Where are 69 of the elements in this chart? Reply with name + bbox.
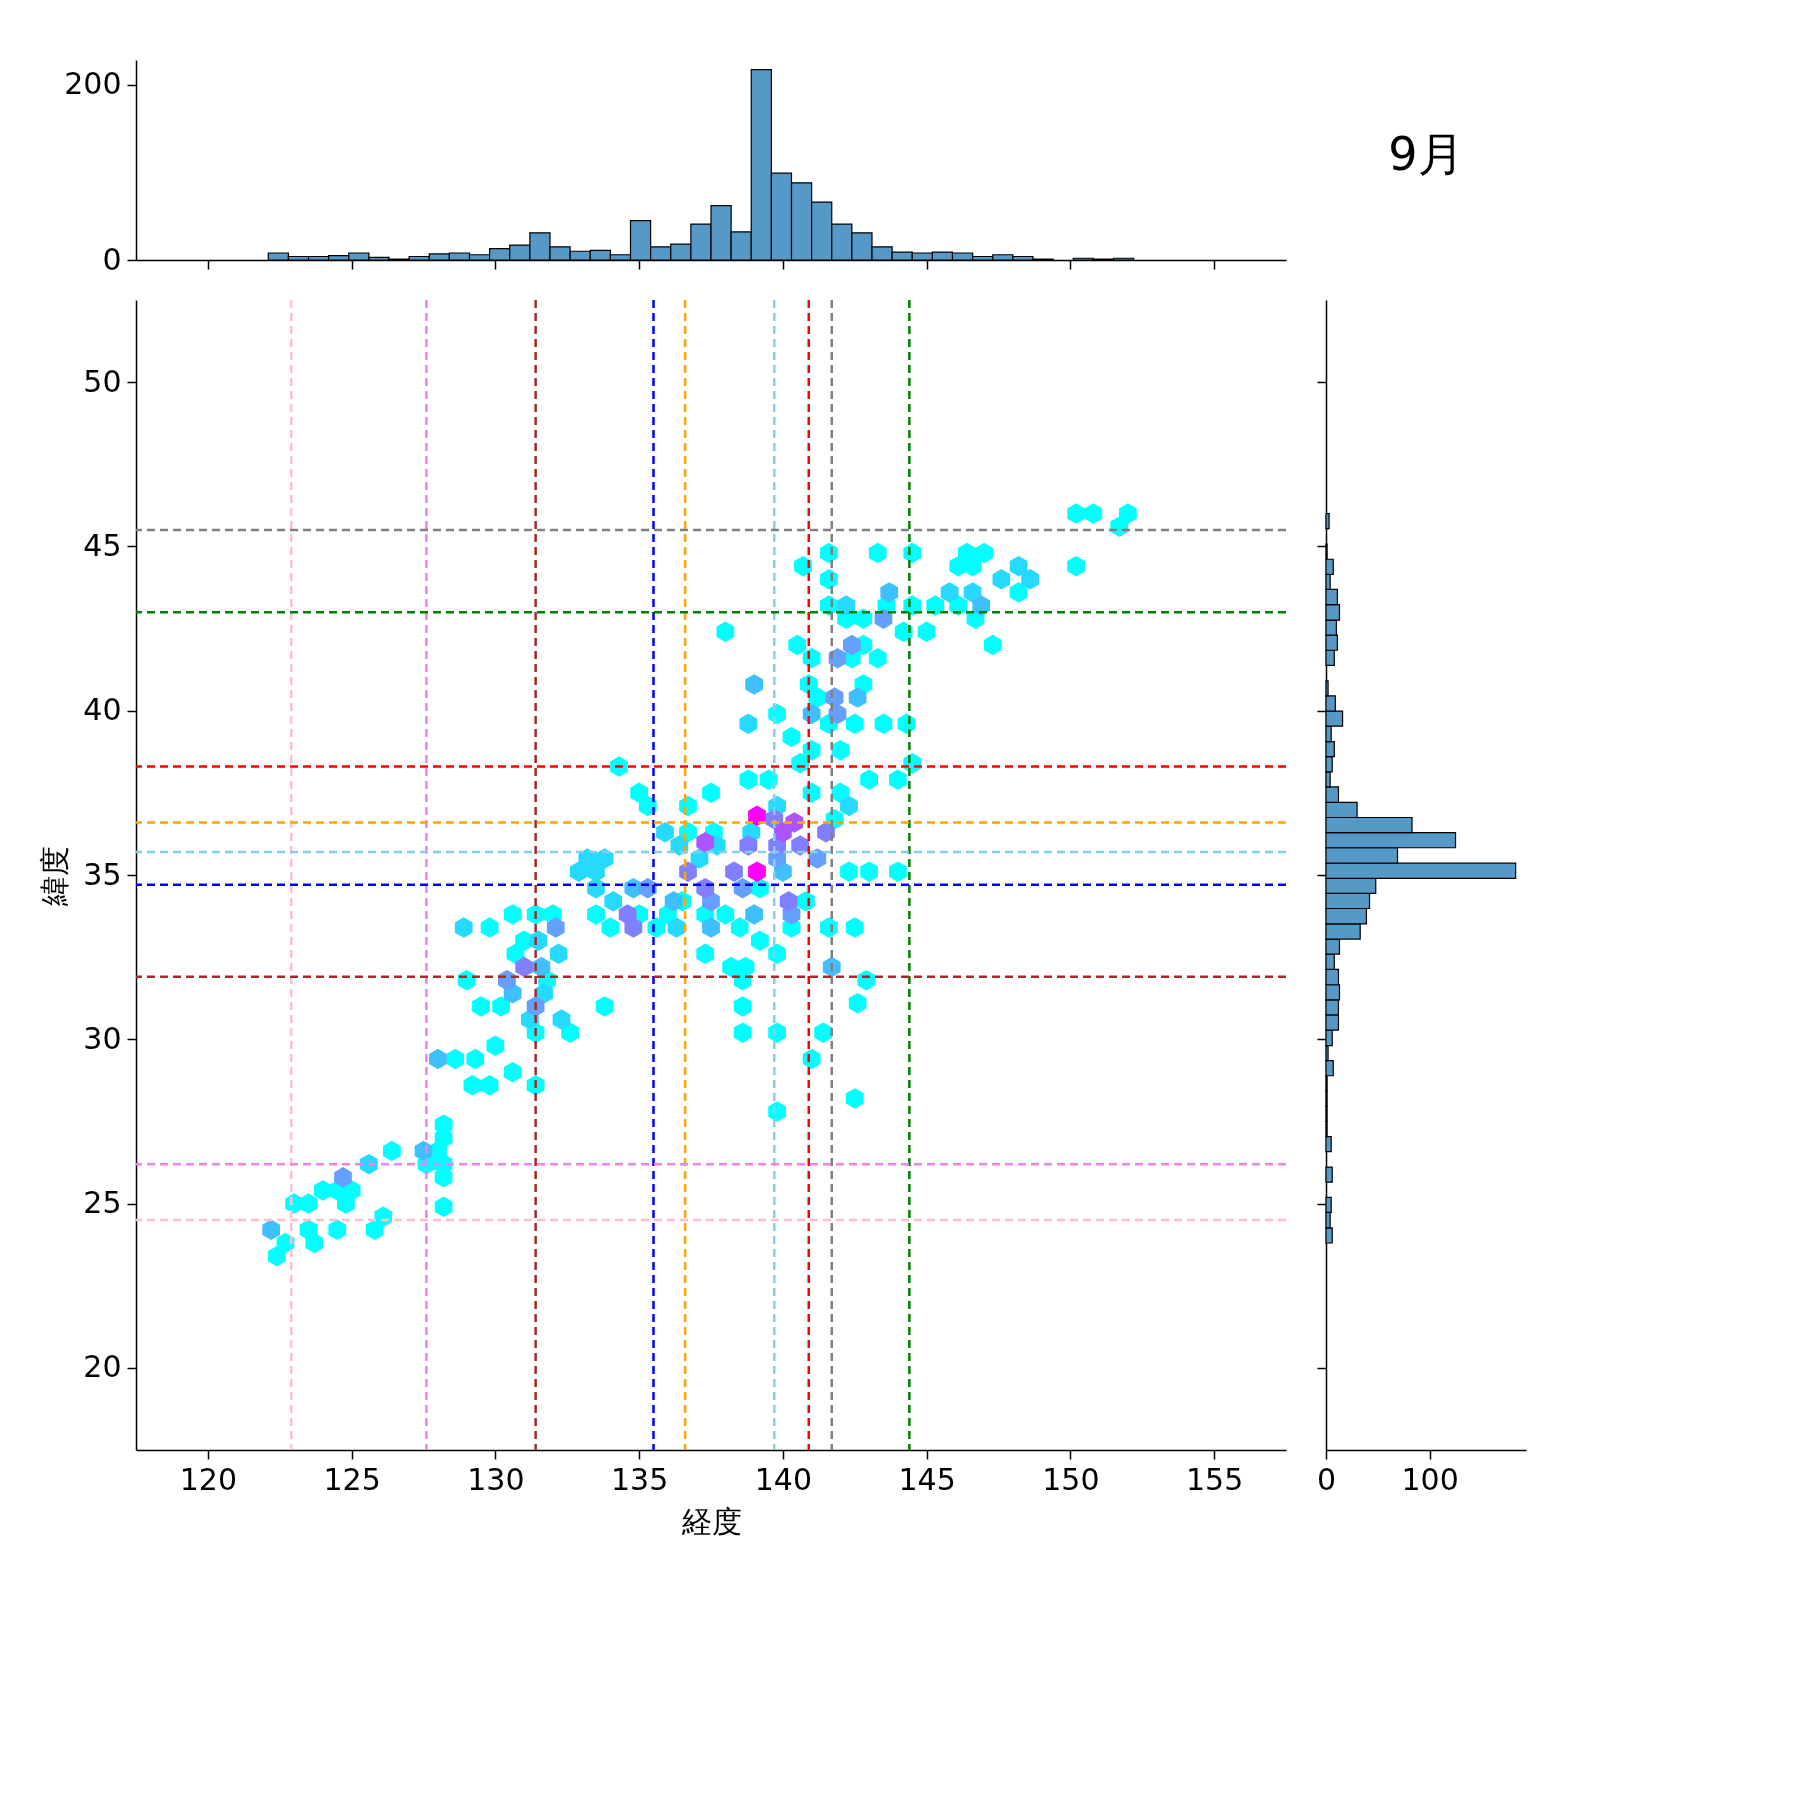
point: [848, 687, 867, 708]
point: [552, 1009, 571, 1030]
point: [546, 917, 565, 938]
point: [843, 634, 861, 656]
point: [837, 595, 855, 616]
point: [972, 595, 991, 616]
point: [360, 1153, 378, 1175]
point: [587, 877, 605, 899]
x-tick-label: 100: [1401, 1461, 1459, 1497]
point: [745, 904, 763, 925]
point: [940, 582, 959, 603]
y-tick-label: 40: [83, 692, 122, 728]
point: [880, 582, 899, 603]
point: [791, 835, 809, 856]
point: [656, 822, 674, 843]
point: [595, 848, 614, 869]
point: [748, 805, 766, 827]
point: [822, 956, 841, 978]
y-tick-label: 45: [83, 527, 122, 563]
point: [1009, 555, 1028, 577]
point: [679, 861, 697, 882]
point: [817, 822, 835, 843]
point: [664, 891, 683, 912]
x-tick-label: 155: [1185, 1461, 1244, 1497]
point: [745, 674, 763, 695]
point: [696, 877, 715, 899]
point: [739, 835, 758, 856]
point: [874, 608, 893, 629]
point: [696, 831, 715, 853]
point: [604, 891, 623, 912]
x-tick-label: 150: [1042, 1461, 1100, 1497]
y-tick-label: 20: [83, 1349, 122, 1385]
y-tick-label: 30: [83, 1020, 122, 1056]
y-tick-label: 200: [64, 66, 122, 102]
point: [992, 569, 1011, 590]
point: [569, 861, 588, 882]
point: [739, 713, 758, 735]
point: [334, 1167, 352, 1188]
x-tick-label: 120: [179, 1461, 238, 1497]
y-tick-label: 0: [102, 241, 122, 277]
x-tick-label: 125: [323, 1461, 381, 1497]
point: [1021, 569, 1039, 590]
y-tick-label: 50: [83, 363, 122, 399]
x-tick-label: 145: [898, 1461, 956, 1497]
point: [498, 969, 516, 991]
point: [549, 943, 568, 965]
point: [262, 1219, 280, 1241]
point: [828, 647, 847, 669]
chart-title: 9月: [1388, 127, 1464, 181]
point: [454, 917, 473, 938]
point: [725, 861, 743, 882]
point: [515, 956, 533, 978]
point: [828, 703, 847, 725]
x-tick-label: 0: [1316, 1461, 1337, 1497]
y-tick-label: 35: [83, 856, 122, 892]
x-tick-label: 135: [610, 1461, 669, 1497]
x-tick-label: 140: [754, 1461, 813, 1497]
x-axis-title: 経度: [680, 1503, 742, 1539]
point: [667, 917, 686, 938]
y-tick-label: 25: [83, 1185, 122, 1221]
point: [779, 891, 798, 912]
y-axis-title: 緯度: [37, 845, 73, 907]
point: [429, 1048, 447, 1070]
point: [840, 795, 858, 817]
point: [578, 848, 597, 869]
x-tick-label: 130: [467, 1461, 525, 1497]
point: [748, 861, 766, 882]
point: [624, 917, 643, 938]
point: [702, 917, 720, 938]
